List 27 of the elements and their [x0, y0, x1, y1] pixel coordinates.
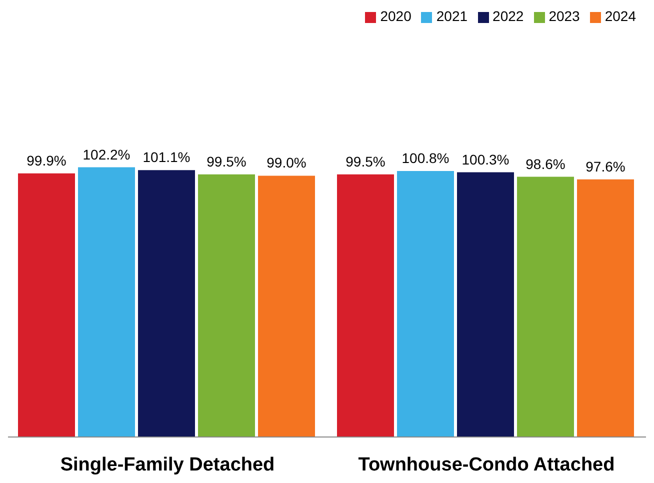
legend-label: 2021	[436, 8, 468, 24]
x-tick-label: Townhouse-Condo Attached	[358, 454, 615, 476]
bar	[198, 174, 255, 437]
data-label: 97.6%	[586, 158, 626, 174]
bar	[517, 176, 574, 437]
bar	[397, 170, 454, 437]
bar	[577, 179, 634, 437]
data-label: 102.2%	[82, 146, 130, 162]
data-label: 101.1%	[142, 149, 190, 166]
legend-label: 2024	[604, 8, 636, 24]
legend-label: 2020	[380, 8, 412, 24]
data-label: 99.5%	[346, 153, 386, 170]
data-label: 99.5%	[206, 153, 246, 170]
data-label: 99.9%	[26, 152, 66, 168]
bar	[457, 172, 514, 437]
x-tick-label: Single-Family Detached	[60, 454, 275, 476]
bar	[18, 173, 75, 437]
data-label: 99.0%	[266, 154, 306, 171]
bar	[78, 167, 135, 437]
data-label: 100.3%	[462, 151, 510, 168]
data-label: 98.6%	[526, 156, 566, 172]
data-label: 100.8%	[402, 150, 450, 166]
legend-label: 2022	[492, 8, 524, 24]
legend-label: 2023	[548, 8, 580, 24]
bar	[138, 170, 195, 437]
bar	[337, 174, 394, 437]
bar	[258, 176, 315, 437]
